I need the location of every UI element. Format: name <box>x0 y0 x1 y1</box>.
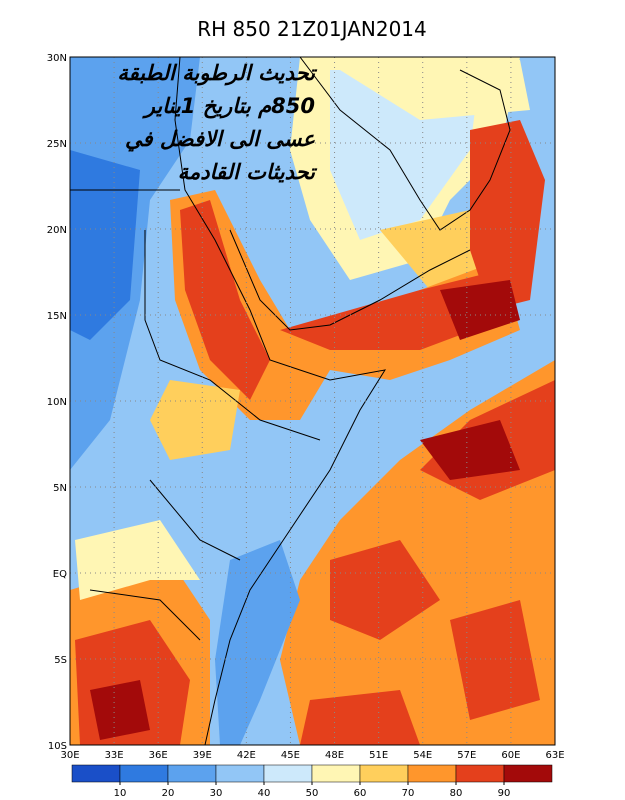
lon-label: 33E <box>105 750 124 761</box>
colorbar-label: 90 <box>498 788 511 799</box>
lon-label: 30E <box>60 750 79 761</box>
lon-label: 60E <box>501 750 520 761</box>
colorbar-box <box>359 764 409 783</box>
colorbar-label: 10 <box>114 788 127 799</box>
map-frame <box>69 56 556 746</box>
colorbar-box <box>71 764 121 783</box>
overlay-text: تحديث الرطوبة الطبقة 850م بتاريخ 1يناير عس… <box>117 61 318 184</box>
coastlines <box>70 57 511 745</box>
colorbar-label: 80 <box>450 788 463 799</box>
axis-labels: 30E 33E 36E 39E 42E 45E 48E 51E 54E 57E 60E 63E 30N 2… <box>47 53 565 761</box>
lon-label: 57E <box>457 750 476 761</box>
colorbar-box <box>455 764 505 783</box>
overlay-line: تحديث الرطوبة الطبقة <box>117 61 318 86</box>
title: RH 850 21Z01JAN2014 <box>197 17 427 41</box>
lat-label: 25N <box>47 139 67 150</box>
colorbar-label: 40 <box>258 788 271 799</box>
lon-label: 36E <box>149 750 168 761</box>
colorbar-box <box>311 764 361 783</box>
lon-label: 48E <box>325 750 344 761</box>
lon-label: 63E <box>545 750 564 761</box>
colorbar-box <box>263 764 313 783</box>
colorbar-label: 20 <box>162 788 175 799</box>
colorbar-label: 30 <box>210 788 223 799</box>
lon-label: 51E <box>369 750 388 761</box>
overlay-line: عسى الى الافضل في <box>125 127 315 152</box>
lon-label: 39E <box>193 750 212 761</box>
colorbar-box <box>167 764 217 783</box>
lon-label: 42E <box>237 750 256 761</box>
overlay-line: 850م بتاريخ 1يناير <box>142 94 315 119</box>
lat-label: 30N <box>47 53 67 64</box>
graticule <box>70 57 555 745</box>
lat-label: 10S <box>48 741 67 752</box>
colorbar-box <box>119 764 169 783</box>
lat-label: EQ <box>53 569 67 580</box>
colorbar-label: 70 <box>402 788 415 799</box>
lat-label: 15N <box>47 311 67 322</box>
colorbar-label: 50 <box>306 788 319 799</box>
lat-label: 20N <box>47 225 67 236</box>
colorbar-box <box>215 764 265 783</box>
lat-label: 5N <box>53 483 67 494</box>
colorbar-box <box>407 764 457 783</box>
map-field <box>70 57 555 745</box>
colorbar-label: 60 <box>354 788 367 799</box>
colorbar: 10 20 30 40 50 60 70 80 90 <box>71 764 553 799</box>
overlay-line: تحديثات القادمة <box>178 160 318 184</box>
lat-label: 10N <box>47 397 67 408</box>
lat-label: 5S <box>54 655 67 666</box>
lon-label: 54E <box>413 750 432 761</box>
lon-label: 45E <box>281 750 300 761</box>
colorbar-box <box>503 764 553 783</box>
